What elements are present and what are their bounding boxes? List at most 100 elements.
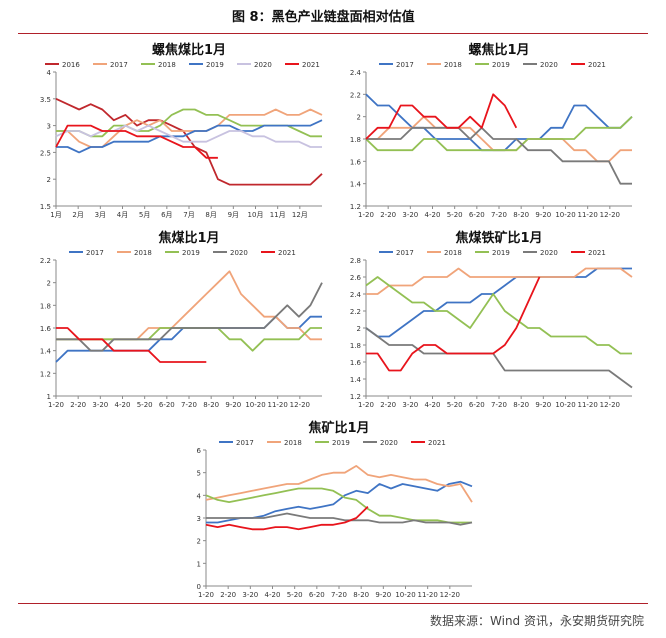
- x-tick-label: 11-20: [577, 401, 597, 409]
- y-tick-label: 1.2: [40, 370, 51, 378]
- legend-label: 2021: [588, 61, 606, 69]
- y-tick-label: 4: [197, 492, 202, 500]
- chart-title: 焦煤铁矿比1月: [454, 230, 542, 246]
- x-tick-label: 7-20: [491, 211, 507, 219]
- x-tick-label: 7月: [183, 211, 194, 219]
- series-line-2021: [366, 276, 541, 372]
- y-tick-label: 3.5: [40, 96, 51, 104]
- series-line-2021: [55, 124, 218, 159]
- x-tick-label: 9-20: [535, 211, 551, 219]
- x-tick-label: 8月: [205, 211, 216, 219]
- y-tick-label: 1.8: [350, 342, 361, 350]
- y-tick-label: 2.2: [350, 91, 361, 99]
- source-note: 数据来源：Wind 资讯，永安期货研究院: [430, 614, 644, 628]
- chart-title: 螺焦煤比1月: [152, 42, 226, 58]
- y-tick-label: 1.6: [350, 359, 362, 367]
- x-tick-label: 11-20: [577, 211, 597, 219]
- y-tick-label: 3: [197, 515, 201, 523]
- x-tick-label: 11-20: [417, 591, 437, 599]
- y-tick-label: 1: [197, 560, 201, 568]
- legend-label: 2021: [278, 249, 296, 257]
- x-tick-label: 3-20: [242, 591, 258, 599]
- y-tick-label: 2.2: [350, 308, 361, 316]
- y-tick-label: 3: [47, 123, 51, 131]
- x-tick-label: 4-20: [425, 401, 441, 409]
- legend-label: 2020: [540, 249, 558, 257]
- series-line-2021: [205, 506, 369, 531]
- x-tick-label: 11月: [270, 211, 286, 219]
- x-tick-label: 8-20: [513, 211, 529, 219]
- y-tick-label: 2.4: [350, 291, 362, 299]
- series-line-2020: [56, 282, 323, 352]
- legend-label: 2018: [444, 249, 462, 257]
- chart-jiaomei-tiekuang: 焦煤铁矿比1月 2017 2018 2019 2020 2021 1.2 1.4 1.6 1.8 2…: [350, 230, 633, 409]
- y-tick-label: 6: [197, 447, 202, 455]
- y-tick-label: 1.6: [40, 325, 52, 333]
- x-tick-label: 4-20: [115, 401, 131, 409]
- series-line-2020: [366, 126, 632, 185]
- y-tick-label: 1.8: [40, 302, 51, 310]
- y-tick-label: 5: [197, 470, 201, 478]
- x-tick-label: 8-20: [353, 591, 369, 599]
- chart-luo-jiaomei: 螺焦煤比1月 2016 2017 2018 2019 2020 2021 1.5 2 2.5 3 3.…: [40, 42, 323, 219]
- x-tick-label: 3月: [95, 211, 106, 219]
- x-tick-label: 7-20: [491, 401, 507, 409]
- y-tick-label: 2: [357, 114, 361, 122]
- legend-label: 2017: [236, 439, 254, 447]
- x-tick-label: 6月: [161, 211, 172, 219]
- series-line-2021: [56, 327, 207, 363]
- y-tick-label: 1.8: [350, 136, 361, 144]
- legend-label: 2019: [206, 61, 224, 69]
- y-tick-label: 1.2: [350, 393, 361, 401]
- legend-label: 2017: [86, 249, 104, 257]
- x-tick-label: 9-20: [535, 401, 551, 409]
- top-rule: [18, 33, 648, 34]
- x-tick-label: 5-20: [447, 211, 463, 219]
- legend-label: 2021: [428, 439, 446, 447]
- legend-label: 2018: [444, 61, 462, 69]
- chart-jiao-kuang: 焦矿比1月 2017 2018 2019 2020 2021 0 1 2 3 4 5 6 1-20 2-20…: [197, 420, 473, 599]
- series-line-2020: [55, 124, 322, 148]
- series-line-2019: [365, 276, 632, 355]
- legend-label: 2020: [380, 439, 398, 447]
- legend-label: 2017: [396, 61, 414, 69]
- x-tick-label: 9月: [228, 211, 239, 219]
- x-tick-label: 1-20: [198, 591, 214, 599]
- y-tick-label: 1.2: [350, 203, 361, 211]
- x-tick-label: 9-20: [225, 401, 241, 409]
- series-line-2019: [365, 116, 633, 152]
- legend-label: 2021: [588, 249, 606, 257]
- y-tick-label: 2: [357, 325, 361, 333]
- legend-label: 2018: [284, 439, 302, 447]
- series-line-2019: [205, 487, 472, 524]
- x-tick-label: 1-20: [48, 401, 64, 409]
- y-tick-label: 2.4: [350, 69, 362, 77]
- x-tick-label: 2-20: [380, 211, 396, 219]
- series-line-2017: [365, 93, 633, 152]
- x-tick-label: 2-20: [70, 401, 86, 409]
- x-tick-label: 12-20: [290, 401, 310, 409]
- x-tick-label: 5月: [139, 211, 150, 219]
- y-tick-label: 1.4: [350, 181, 362, 189]
- chart-title: 焦矿比1月: [307, 420, 369, 436]
- x-tick-label: 2月: [72, 211, 83, 219]
- legend-label: 2021: [302, 61, 320, 69]
- x-tick-label: 5-20: [137, 401, 153, 409]
- x-tick-label: 3-20: [402, 401, 418, 409]
- y-tick-label: 2: [47, 176, 51, 184]
- x-tick-label: 4月: [117, 211, 128, 219]
- x-tick-label: 4-20: [425, 211, 441, 219]
- series-line-2016: [55, 97, 323, 186]
- x-tick-label: 10-20: [555, 211, 575, 219]
- chart-title: 螺焦比1月: [468, 42, 529, 58]
- series-line-2021: [365, 93, 518, 140]
- legend-label: 2018: [134, 249, 152, 257]
- x-tick-label: 8-20: [513, 401, 529, 409]
- legend-label: 2019: [332, 439, 350, 447]
- y-tick-label: 2.5: [40, 149, 51, 157]
- x-tick-label: 3-20: [92, 401, 108, 409]
- chart-title: 焦煤比1月: [157, 230, 219, 246]
- y-tick-label: 2.8: [350, 257, 361, 265]
- bottom-rule: [18, 603, 648, 604]
- legend-label: 2020: [230, 249, 248, 257]
